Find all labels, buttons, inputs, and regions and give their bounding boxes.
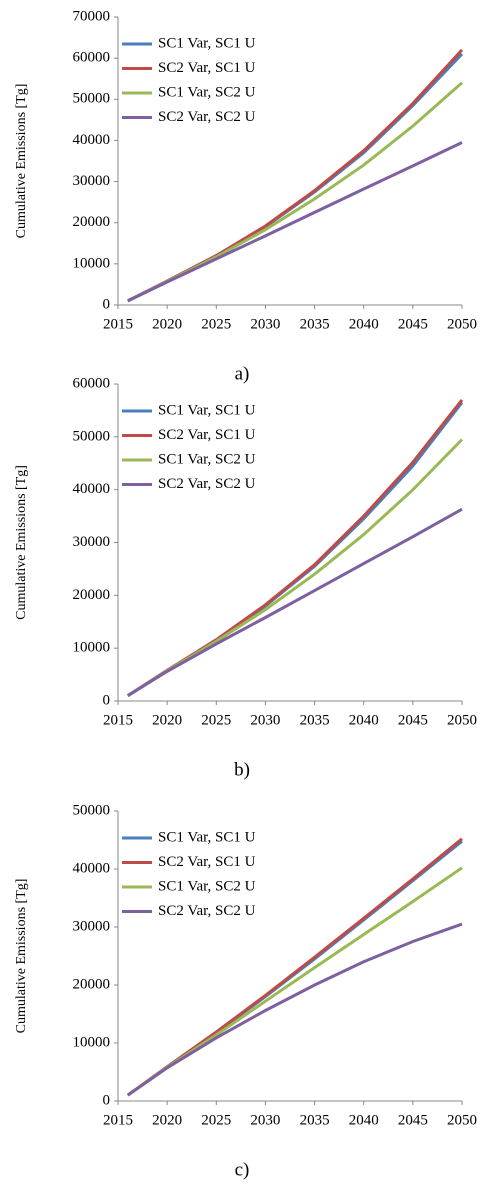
y-tick-label: 0 [103, 296, 111, 312]
y-tick-label: 10000 [73, 1034, 111, 1050]
legend-label: SC2 Var, SC2 U [158, 903, 256, 919]
legend-label: SC1 Var, SC2 U [158, 84, 256, 100]
y-tick-label: 70000 [73, 8, 111, 24]
series-line [126, 401, 464, 697]
x-tick-label: 2040 [349, 316, 379, 332]
x-tick-label: 2030 [250, 712, 280, 728]
y-tick-label: 50000 [73, 802, 111, 818]
series-line [126, 398, 464, 697]
series-line [126, 922, 463, 1097]
legend-label: SC2 Var, SC2 U [158, 476, 256, 492]
y-tick-label: 40000 [73, 860, 111, 876]
legend-label: SC1 Var, SC2 U [158, 451, 256, 467]
series-line [127, 507, 463, 697]
y-axis-label: Cumulative Emissions [Tg] [14, 84, 29, 239]
x-tick-label: 2015 [103, 1112, 133, 1128]
legend-label: SC2 Var, SC1 U [158, 854, 256, 870]
legend-label: SC1 Var, SC1 U [158, 829, 256, 845]
y-tick-label: 50000 [73, 428, 111, 444]
x-tick-label: 2045 [398, 712, 428, 728]
legend-label: SC1 Var, SC1 U [158, 35, 256, 51]
x-tick-label: 2020 [152, 1112, 182, 1128]
caption: a) [235, 363, 250, 384]
y-tick-label: 10000 [73, 255, 111, 271]
legend-label: SC2 Var, SC1 U [158, 60, 256, 76]
x-tick-label: 2040 [349, 712, 379, 728]
x-tick-label: 2030 [250, 1112, 280, 1128]
y-tick-label: 20000 [73, 976, 111, 992]
caption: b) [234, 759, 250, 780]
x-tick-label: 2025 [201, 316, 231, 332]
y-axis-label: Cumulative Emissions [Tg] [14, 879, 29, 1034]
y-tick-label: 40000 [73, 481, 111, 497]
x-tick-label: 2035 [300, 316, 330, 332]
y-tick-label: 60000 [73, 50, 111, 66]
x-tick-label: 2045 [398, 316, 428, 332]
y-tick-label: 0 [103, 1092, 111, 1108]
x-tick-label: 2020 [152, 712, 182, 728]
x-tick-label: 2020 [152, 316, 182, 332]
y-tick-label: 0 [103, 692, 111, 708]
legend-label: SC2 Var, SC1 U [158, 427, 256, 443]
legend-label: SC1 Var, SC1 U [158, 402, 256, 418]
x-tick-label: 2035 [300, 1112, 330, 1128]
y-tick-label: 30000 [73, 918, 111, 934]
x-tick-label: 2050 [447, 316, 477, 332]
x-tick-label: 2015 [103, 712, 133, 728]
x-tick-label: 2025 [201, 1112, 231, 1128]
y-tick-label: 20000 [73, 214, 111, 230]
x-tick-label: 2040 [349, 1112, 379, 1128]
x-tick-label: 2050 [447, 712, 477, 728]
x-tick-label: 2035 [300, 712, 330, 728]
y-tick-label: 20000 [73, 587, 111, 603]
x-tick-label: 2030 [250, 316, 280, 332]
caption: c) [235, 1159, 250, 1180]
legend-label: SC1 Var, SC2 U [158, 878, 256, 894]
y-axis-label: Cumulative Emissions [Tg] [14, 465, 29, 620]
x-tick-label: 2025 [201, 712, 231, 728]
x-tick-label: 2015 [103, 316, 133, 332]
x-tick-label: 2045 [398, 1112, 428, 1128]
x-tick-label: 2050 [447, 1112, 477, 1128]
series-line [127, 141, 463, 303]
y-tick-label: 40000 [73, 132, 111, 148]
series-line [126, 837, 463, 1097]
y-tick-label: 60000 [73, 375, 111, 391]
legend-label: SC2 Var, SC2 U [158, 109, 256, 125]
y-tick-label: 10000 [73, 640, 111, 656]
y-tick-label: 30000 [73, 534, 111, 550]
y-tick-label: 50000 [73, 91, 111, 107]
y-tick-label: 30000 [73, 173, 111, 189]
